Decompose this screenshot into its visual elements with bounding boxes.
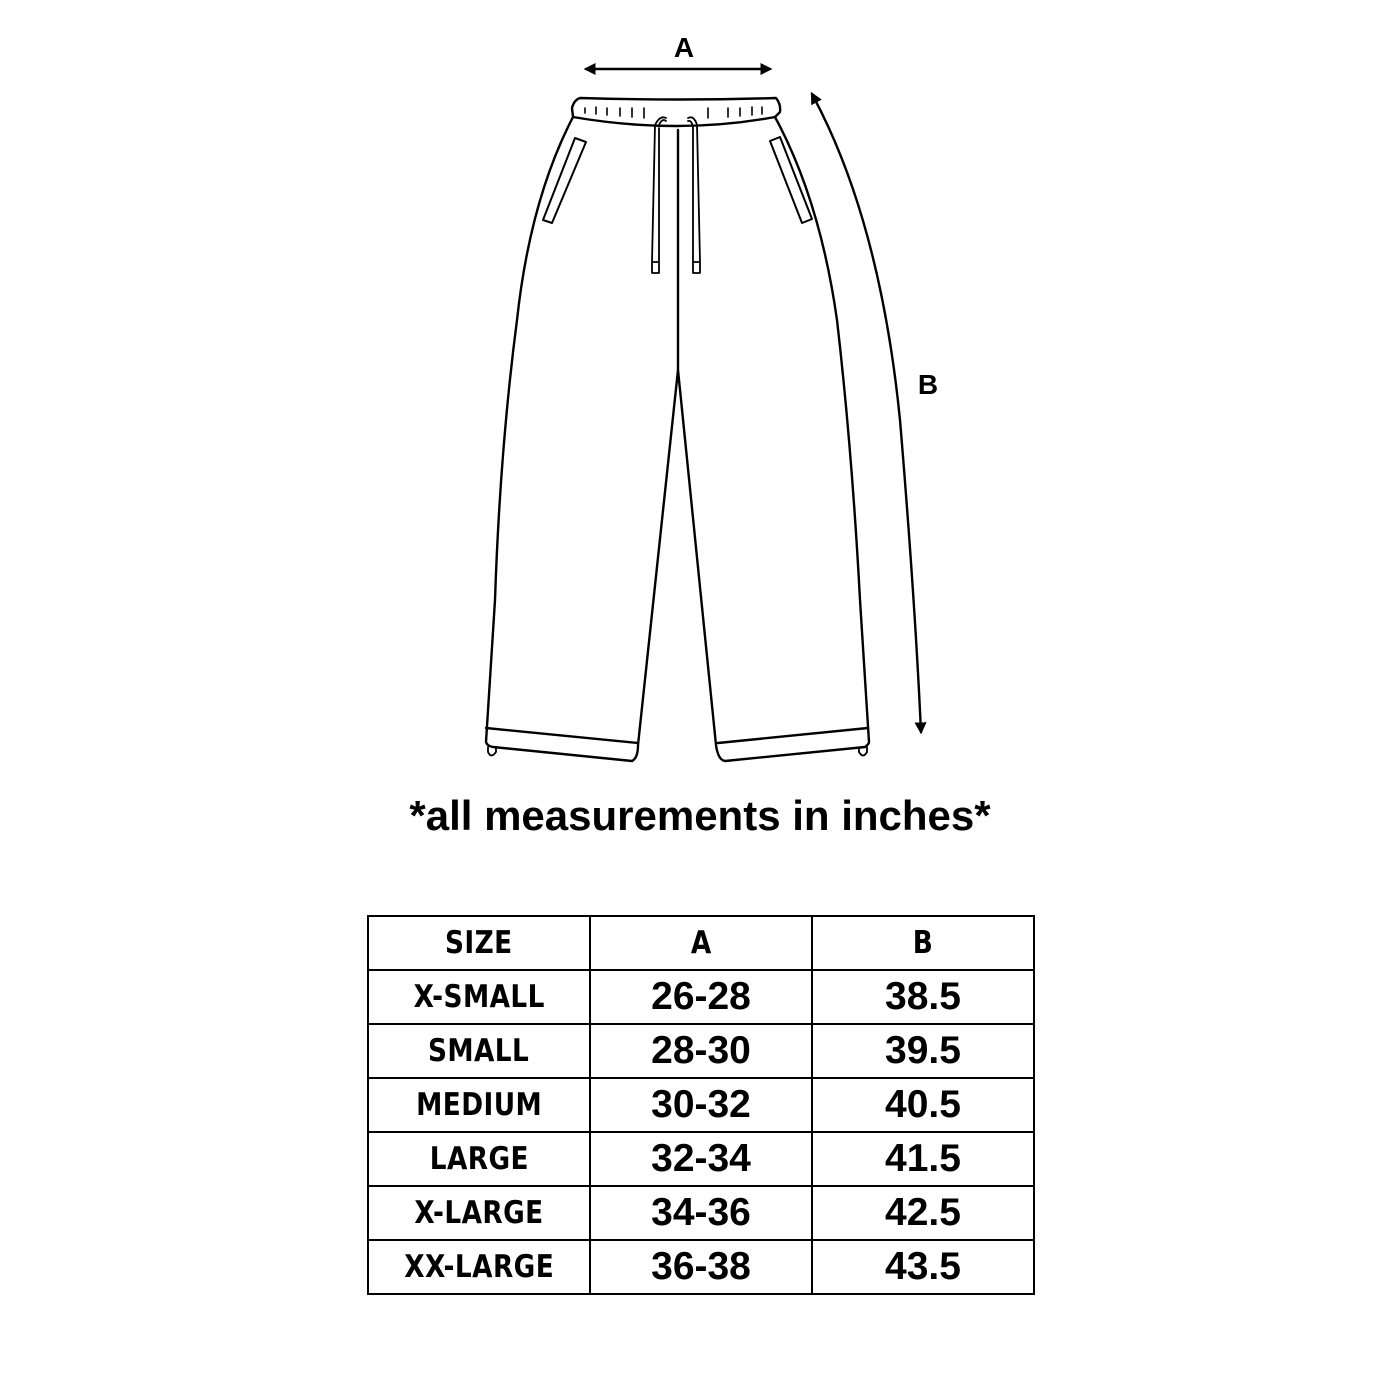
size-cell: X-LARGE	[367, 1185, 591, 1241]
a-cell: 30-32	[589, 1077, 813, 1133]
header-b: B	[811, 915, 1035, 971]
right-hem	[716, 726, 870, 745]
table-row: LARGE 32-34 41.5	[367, 1131, 1035, 1187]
size-cell: LARGE	[367, 1131, 591, 1187]
header-size: SIZE	[367, 915, 591, 971]
table-row: XX-LARGE 36-38 43.5	[367, 1239, 1035, 1295]
header-b-text: B	[912, 925, 934, 961]
right-hem-toggle	[858, 746, 868, 757]
label-b: B	[918, 369, 938, 400]
waistband-gathers	[584, 106, 763, 119]
right-pocket	[769, 136, 813, 224]
header-size-text: SIZE	[445, 925, 513, 961]
waistband	[570, 96, 782, 128]
header-a: A	[589, 915, 813, 971]
a-cell: 32-34	[589, 1131, 813, 1187]
size-cell: X-SMALL	[367, 969, 591, 1025]
a-cell: 26-28	[589, 969, 813, 1025]
table-header-row: SIZE A B	[367, 915, 1035, 971]
b-cell: 42.5	[811, 1185, 1035, 1241]
measurement-note: *all measurements in inches*	[409, 792, 991, 839]
table-row: X-LARGE 34-36 42.5	[367, 1185, 1035, 1241]
size-cell: MEDIUM	[367, 1077, 591, 1133]
b-cell: 38.5	[811, 969, 1035, 1025]
length-arrow-b	[810, 91, 927, 735]
header-a-text: A	[690, 925, 712, 961]
size-cell: SMALL	[367, 1023, 591, 1079]
b-cell: 41.5	[811, 1131, 1035, 1187]
left-hem-toggle	[487, 746, 497, 757]
left-hem	[484, 726, 640, 745]
right-drawstring	[687, 116, 701, 274]
table-row: MEDIUM 30-32 40.5	[367, 1077, 1035, 1133]
pants-diagram: A B	[484, 32, 938, 763]
size-chart-table: SIZE A B X-SMALL 26-28 38.5 SMALL 28-30 …	[367, 915, 1035, 1295]
size-cell: XX-LARGE	[367, 1239, 591, 1295]
label-a: A	[674, 32, 694, 63]
left-pocket	[542, 137, 587, 224]
a-cell: 34-36	[589, 1185, 813, 1241]
table-row: SMALL 28-30 39.5	[367, 1023, 1035, 1079]
a-cell: 36-38	[589, 1239, 813, 1295]
a-cell: 28-30	[589, 1023, 813, 1079]
b-cell: 43.5	[811, 1239, 1035, 1295]
b-cell: 39.5	[811, 1023, 1035, 1079]
left-drawstring	[651, 116, 667, 274]
table-row: X-SMALL 26-28 38.5	[367, 969, 1035, 1025]
b-cell: 40.5	[811, 1077, 1035, 1133]
